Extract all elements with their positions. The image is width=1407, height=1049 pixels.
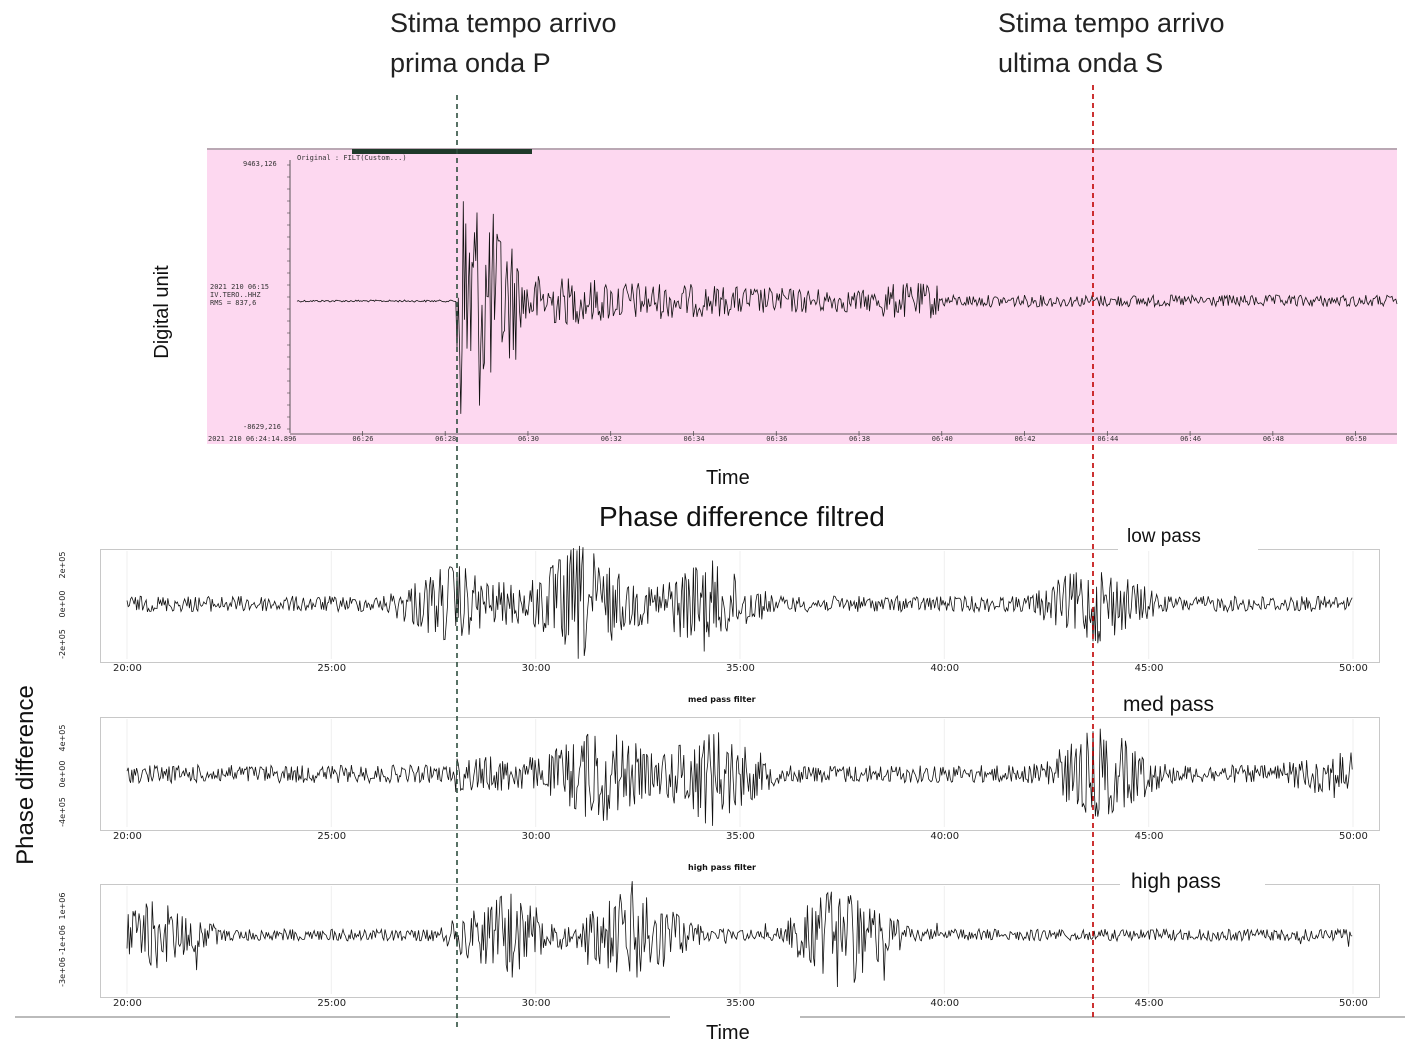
med-pass-x-tick-label: 20:00: [113, 831, 142, 842]
seismogram-x-tick-label: 06:28: [435, 435, 457, 443]
seismogram-x-tick-label: 06:42: [1014, 435, 1036, 443]
seismogram-x-tick-label: 06:38: [849, 435, 871, 443]
med-pass-label: med pass: [1123, 693, 1215, 716]
low-pass-x-tick-label: 40:00: [930, 663, 960, 674]
med-pass-waveform: [126, 728, 1353, 826]
seismogram-xlabel: Time: [706, 467, 750, 489]
seismogram-ymin-label: -8629,216: [243, 423, 281, 431]
s-wave-annotation: Stima tempo arrivo ultima onda S: [998, 3, 1225, 83]
seismogram-x-tick-label: 06:36: [766, 435, 788, 443]
p-wave-annotation-line1: Stima tempo arrivo: [390, 8, 617, 38]
low-pass-label: low pass: [1127, 526, 1201, 547]
med-pass-x-tick-label: 50:00: [1339, 831, 1368, 842]
low-pass-waveform: [126, 545, 1353, 659]
med-pass-x-tick-label: 35:00: [726, 831, 755, 842]
seismogram-x-ticks: 06:26 06:28 06:30 06:32 06:34 06:36 06:38 06:40…: [0, 435, 1407, 445]
high-pass-label: high pass: [1131, 870, 1221, 893]
low-pass-x-tick-label: 20:00: [113, 663, 142, 674]
seismogram-x-tick-label: 06:48: [1262, 435, 1284, 443]
seismogram-ymax-label: 9463,126: [243, 160, 277, 168]
med-pass-x-tick-label: 25:00: [317, 831, 347, 842]
low-pass-x-tick-label: 45:00: [1134, 663, 1164, 674]
phase-section-title: Phase difference filtred: [599, 501, 885, 532]
station-info-line1: 2021 210 06:15: [210, 283, 270, 291]
phase-xlabel: Time: [706, 1022, 750, 1044]
seismogram-start-label: 2021 210 06:24:14.896: [208, 435, 297, 443]
low-pass-x-tick-label: 35:00: [726, 663, 755, 674]
seismogram-panel: [207, 148, 1397, 444]
high-pass-x-tick-label: 20:00: [113, 998, 142, 1009]
low-pass-x-tick-label: 30:00: [521, 663, 551, 674]
s-wave-annotation-line2: ultima onda S: [998, 48, 1164, 78]
high-pass-x-tick-label: 25:00: [317, 998, 347, 1009]
seismogram-x-tick-label: 06:30: [517, 435, 540, 443]
med-pass-title: med pass filter: [688, 695, 756, 704]
station-info-line3: RMS = 837,6: [210, 299, 257, 307]
med-pass-x-tick-label: 40:00: [930, 831, 960, 842]
seismogram-header: Original : FILT(Custom...): [297, 154, 407, 162]
high-pass-x-tick-label: 35:00: [726, 998, 755, 1009]
station-info: 2021 210 06:15 IV.TERO..HHZ RMS = 837,6: [210, 283, 269, 307]
seismogram-x-tick-label: 06:32: [600, 435, 622, 443]
low-pass-x-tick-label: 50:00: [1339, 663, 1368, 674]
seismogram-x-tick-label: 06:34: [683, 435, 705, 443]
high-pass-x-tick-label: 50:00: [1339, 998, 1368, 1009]
high-pass-waveform: [126, 881, 1353, 988]
p-wave-annotation-line2: prima onda P: [390, 48, 551, 78]
s-wave-annotation-line1: Stima tempo arrivo: [998, 8, 1225, 38]
seismogram-x-tick-label: 06:40: [931, 435, 953, 443]
med-pass-x-tick-label: 45:00: [1134, 831, 1164, 842]
high-pass-x-tick-label: 45:00: [1134, 998, 1164, 1009]
seismogram-waveform: [296, 201, 1398, 414]
p-wave-annotation: Stima tempo arrivo prima onda P: [390, 3, 617, 83]
seismogram-zoom-bar: [352, 149, 532, 154]
seismogram-x-tick-label: 06:50: [1345, 435, 1367, 443]
high-pass-x-tick-label: 30:00: [521, 998, 551, 1009]
station-info-line2: IV.TERO..HHZ: [210, 291, 261, 299]
seismogram-x-tick-label: 06:46: [1180, 435, 1202, 443]
low-pass-x-tick-label: 25:00: [317, 663, 347, 674]
med-pass-x-tick-label: 30:00: [521, 831, 551, 842]
seismogram-x-tick-label: 06:26: [352, 435, 374, 443]
high-pass-x-tick-label: 40:00: [930, 998, 960, 1009]
high-pass-title: high pass filter: [688, 863, 756, 872]
seismogram-x-tick-label: 06:44: [1097, 435, 1119, 443]
